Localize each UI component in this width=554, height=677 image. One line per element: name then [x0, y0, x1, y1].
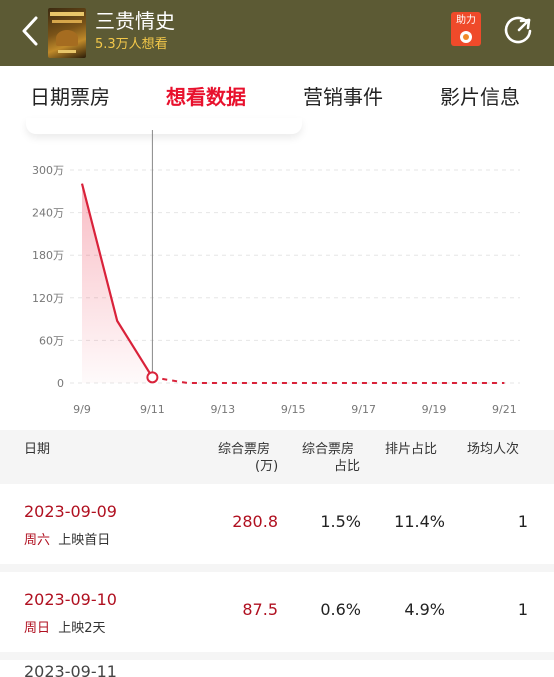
partial-row-date: 2023-09-11 — [24, 662, 117, 677]
movie-title: 三贵情史 — [95, 9, 175, 33]
row-screen-share: 4.9% — [404, 600, 445, 619]
row-screen-share: 11.4% — [394, 512, 445, 531]
chart-svg: 0 60万 120万 180万 240万 300万 9/9 9/11 9/13 9/15 9/17 9… — [32, 130, 520, 416]
table-header: 日期 综合票房 (万) 综合票房 占比 排片占比 场均人次 — [0, 430, 554, 484]
row-box-office: 280.8 — [232, 512, 278, 531]
series-area — [82, 183, 153, 383]
row-divider — [0, 652, 554, 660]
movie-poster-thumbnail[interactable] — [48, 8, 86, 58]
want-to-see-count: 5.3万人想看 — [95, 37, 168, 52]
row-box-office: 87.5 — [242, 600, 278, 619]
header-avg-attendance: 场均人次 — [467, 442, 520, 457]
row-avg-attendance: 1 — [517, 600, 528, 619]
header-screen-share: 排片占比 — [385, 442, 438, 457]
row-box-share: 1.5% — [320, 512, 361, 531]
tab-daily-box-office[interactable]: 日期票房 — [30, 85, 110, 109]
x-tick-label: 9/19 — [422, 403, 447, 416]
y-tick-label: 300万 — [32, 164, 64, 177]
tab-bar: 日期票房 想看数据 营销事件 影片信息 — [0, 66, 554, 126]
help-boost-label: 助力 — [456, 15, 476, 26]
tab-want-to-see-data[interactable]: 想看数据 — [166, 85, 246, 109]
y-tick-label: 120万 — [32, 292, 64, 305]
row-weekday-note: 周六 上映首日 — [24, 529, 110, 548]
row-divider — [0, 564, 554, 572]
header-box-office: 综合票房 — [218, 442, 271, 457]
highlight-point — [146, 371, 159, 384]
table-row[interactable]: 2023-09-10 周日 上映2天 87.5 0.6% 4.9% 1 — [0, 572, 554, 652]
series-line-dashed — [152, 376, 505, 384]
row-note: 上映首日 — [58, 533, 111, 548]
tab-film-info[interactable]: 影片信息 — [440, 85, 520, 109]
row-note: 上映2天 — [58, 621, 106, 636]
x-tick-label: 9/9 — [73, 403, 91, 416]
back-arrow-icon[interactable] — [18, 14, 44, 48]
tab-marketing-events[interactable]: 营销事件 — [303, 85, 383, 109]
boost-icon — [460, 31, 472, 43]
x-tick-label: 9/17 — [351, 403, 376, 416]
series-line — [80, 183, 154, 378]
x-tick-label: 9/21 — [492, 403, 517, 416]
row-weekday: 周日 — [24, 621, 51, 636]
tooltip-card-edge — [26, 118, 302, 134]
y-tick-label: 180万 — [32, 249, 64, 262]
row-box-share: 0.6% — [320, 600, 361, 619]
row-date: 2023-09-10 — [24, 590, 117, 609]
y-tick-label: 240万 — [32, 207, 64, 220]
y-tick-label: 60万 — [39, 334, 64, 347]
row-date: 2023-09-09 — [24, 502, 117, 521]
row-weekday-note: 周日 上映2天 — [24, 617, 106, 636]
share-icon[interactable] — [504, 16, 534, 46]
x-tick-label: 9/11 — [140, 403, 165, 416]
header-box-share: 综合票房 — [302, 442, 355, 457]
row-avg-attendance: 1 — [517, 512, 528, 531]
app-header: 三贵情史 5.3万人想看 助力 — [0, 0, 554, 66]
header-box-share-2: 占比 — [334, 459, 361, 474]
header-box-office-unit: (万) — [255, 459, 279, 474]
x-tick-label: 9/15 — [281, 403, 306, 416]
help-boost-button[interactable]: 助力 — [451, 12, 481, 46]
want-to-see-chart[interactable]: 0 60万 120万 180万 240万 300万 9/9 9/11 9/13 9/15 9/17 9… — [0, 130, 554, 420]
x-tick-label: 9/13 — [210, 403, 235, 416]
y-tick-label: 0 — [57, 377, 64, 390]
row-weekday: 周六 — [24, 533, 51, 548]
header-date: 日期 — [24, 442, 51, 457]
table-row[interactable]: 2023-09-09 周六 上映首日 280.8 1.5% 11.4% 1 — [0, 484, 554, 564]
